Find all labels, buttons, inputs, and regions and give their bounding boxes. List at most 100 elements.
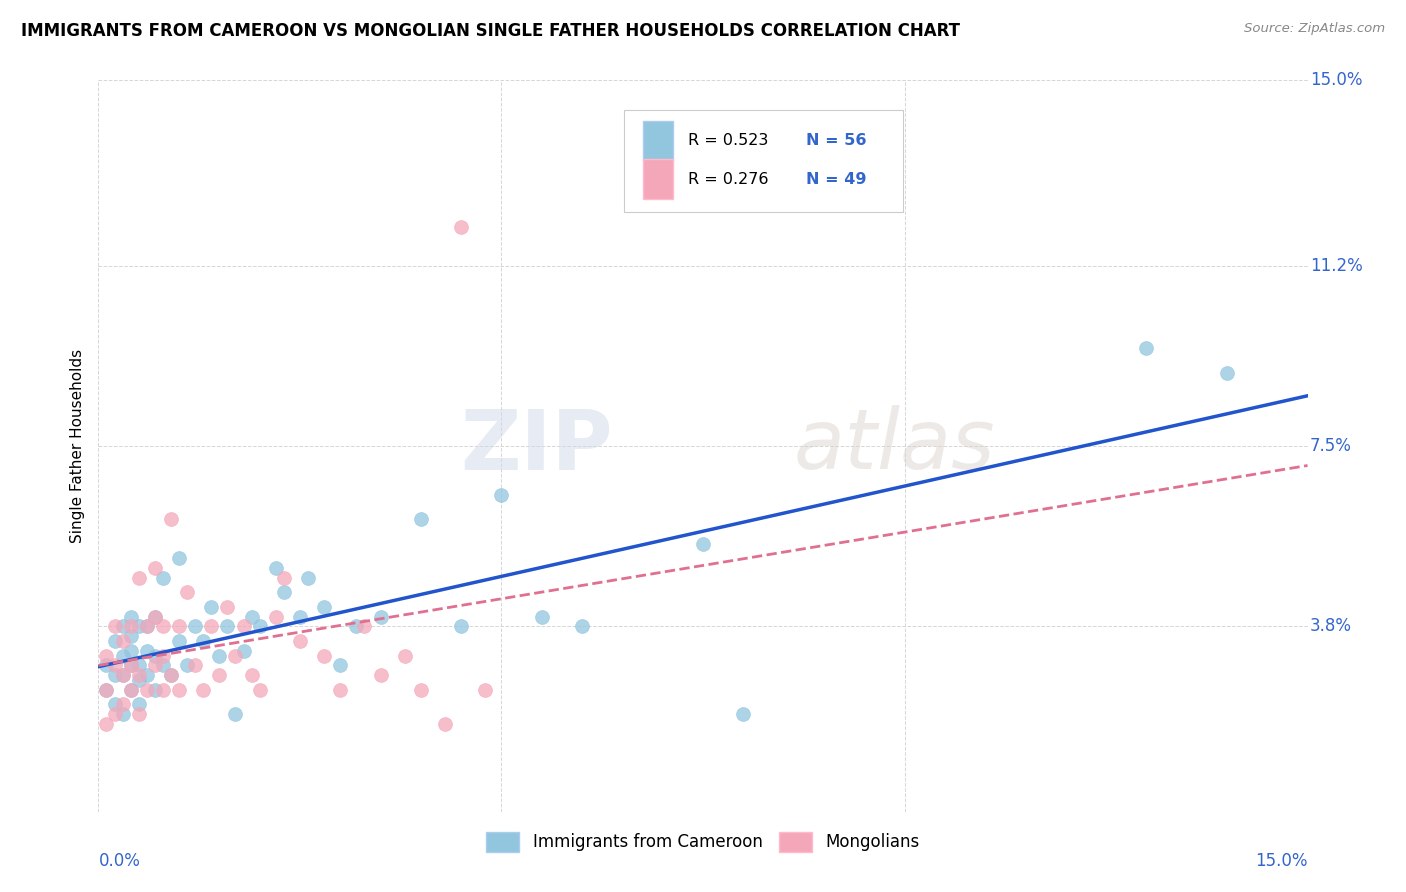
Point [176,585,198,599]
Point [297,571,319,585]
Point [571,619,593,633]
Point [143,609,166,624]
Point [370,668,392,682]
Point [167,619,190,633]
Point [103,619,125,633]
Text: 11.2%: 11.2% [1310,257,1362,275]
Point [167,551,190,566]
Point [208,668,231,682]
Point [143,682,166,697]
Point [370,609,392,624]
Point [249,682,271,697]
Point [329,682,352,697]
Point [434,717,457,731]
Text: 3.8%: 3.8% [1310,617,1353,635]
Point [128,571,150,585]
Point [249,619,271,633]
Point [135,682,157,697]
Point [224,648,246,663]
Point [184,658,207,673]
Point [288,634,311,648]
Point [491,488,513,502]
Point [111,698,134,712]
Point [160,668,183,682]
Point [120,682,142,697]
Point [103,707,125,722]
Point [240,609,263,624]
Point [1135,342,1157,356]
Text: N = 49: N = 49 [806,171,866,186]
Point [152,571,174,585]
Point [96,658,118,673]
Point [1216,366,1239,380]
Point [96,682,118,697]
Text: N = 56: N = 56 [806,134,866,148]
Text: 0.0%: 0.0% [98,852,141,870]
Point [224,707,246,722]
Point [264,561,287,575]
Point [120,658,142,673]
Point [152,658,174,673]
Text: 15.0%: 15.0% [1256,852,1308,870]
Point [394,648,416,663]
Point [692,536,714,550]
Point [120,619,142,633]
Point [329,658,352,673]
Legend: Immigrants from Cameroon, Mongolians: Immigrants from Cameroon, Mongolians [479,826,927,858]
Point [450,619,472,633]
Point [474,682,496,697]
Point [128,619,150,633]
Point [200,599,222,614]
Point [128,707,150,722]
Point [96,648,118,663]
Text: R = 0.276: R = 0.276 [689,171,769,186]
Point [111,634,134,648]
Point [344,619,367,633]
Point [264,609,287,624]
Point [409,512,432,526]
Text: ZIP: ZIP [460,406,613,486]
Point [450,219,472,234]
Text: atlas: atlas [793,406,995,486]
Point [152,682,174,697]
Point [160,668,183,682]
Point [208,648,231,663]
Point [273,571,295,585]
Point [200,619,222,633]
Point [184,619,207,633]
Point [193,682,215,697]
Point [232,644,254,658]
Point [143,658,166,673]
Point [288,609,311,624]
Point [111,648,134,663]
Point [103,658,125,673]
Point [111,668,134,682]
Point [135,644,157,658]
Point [128,698,150,712]
Point [135,619,157,633]
Point [176,658,198,673]
Point [240,668,263,682]
Text: Source: ZipAtlas.com: Source: ZipAtlas.com [1244,22,1385,36]
Point [733,707,755,722]
Text: R = 0.523: R = 0.523 [689,134,769,148]
FancyBboxPatch shape [643,121,673,161]
Point [143,561,166,575]
Point [193,634,215,648]
FancyBboxPatch shape [624,110,903,212]
Point [111,668,134,682]
Point [409,682,432,697]
Point [103,634,125,648]
Point [128,673,150,687]
Point [314,599,336,614]
Point [120,609,142,624]
Point [217,599,239,614]
Point [96,717,118,731]
Point [111,707,134,722]
Point [167,634,190,648]
Point [217,619,239,633]
Point [160,512,183,526]
Point [120,629,142,643]
Point [120,644,142,658]
Y-axis label: Single Father Households: Single Father Households [70,349,86,543]
